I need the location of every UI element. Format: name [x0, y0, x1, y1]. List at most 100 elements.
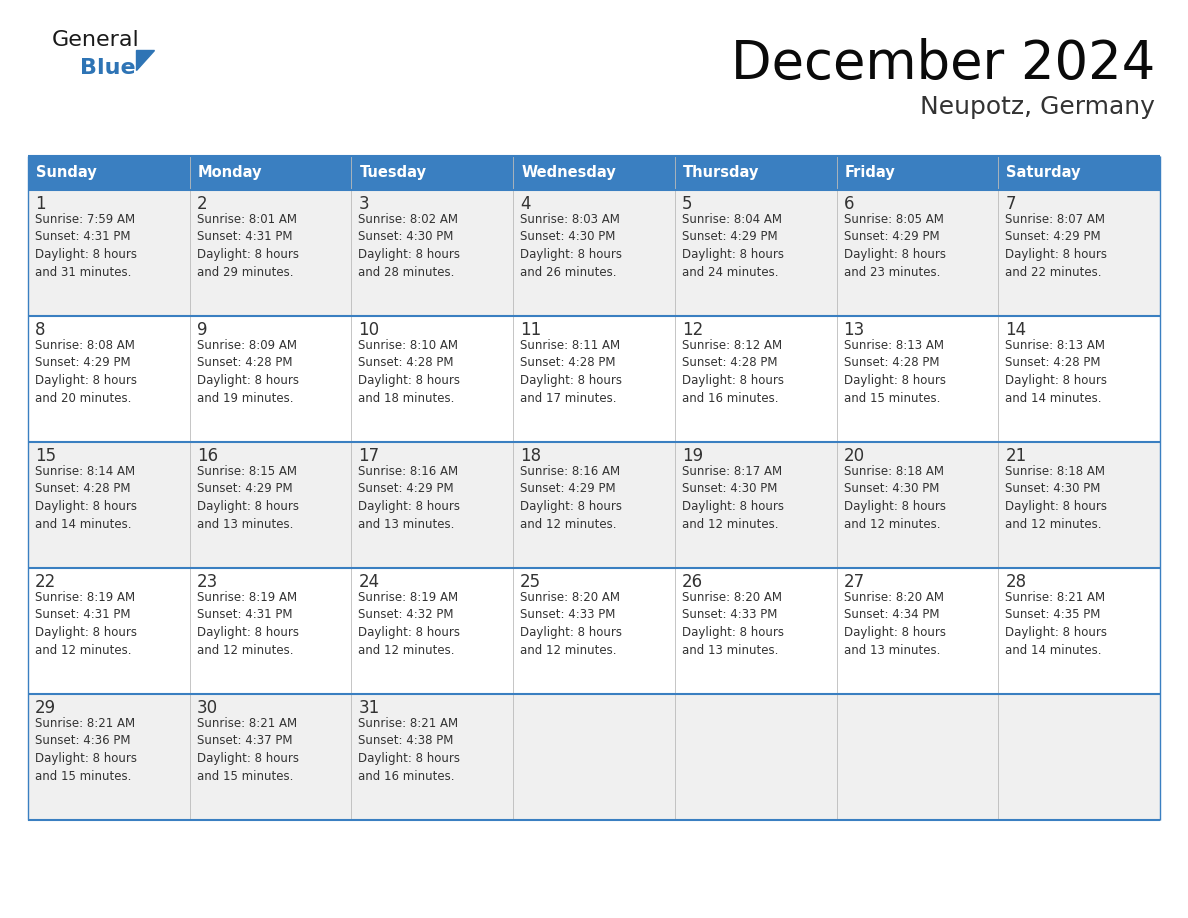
- Text: Sunrise: 8:19 AM
Sunset: 4:31 PM
Daylight: 8 hours
and 12 minutes.: Sunrise: 8:19 AM Sunset: 4:31 PM Dayligh…: [197, 591, 298, 656]
- Bar: [675, 316, 836, 442]
- Bar: [352, 568, 513, 694]
- Text: 20: 20: [843, 447, 865, 465]
- Bar: [513, 442, 675, 568]
- Text: Sunrise: 8:18 AM
Sunset: 4:30 PM
Daylight: 8 hours
and 12 minutes.: Sunrise: 8:18 AM Sunset: 4:30 PM Dayligh…: [843, 465, 946, 531]
- Text: 4: 4: [520, 195, 531, 213]
- Bar: [352, 316, 513, 442]
- Bar: [675, 190, 836, 316]
- Bar: [836, 316, 998, 442]
- Bar: [836, 568, 998, 694]
- Text: Sunrise: 8:14 AM
Sunset: 4:28 PM
Daylight: 8 hours
and 14 minutes.: Sunrise: 8:14 AM Sunset: 4:28 PM Dayligh…: [34, 465, 137, 531]
- Bar: [29, 442, 190, 568]
- Text: Sunrise: 8:17 AM
Sunset: 4:30 PM
Daylight: 8 hours
and 12 minutes.: Sunrise: 8:17 AM Sunset: 4:30 PM Dayligh…: [682, 465, 784, 531]
- Bar: [513, 568, 675, 694]
- Text: Sunrise: 8:07 AM
Sunset: 4:29 PM
Daylight: 8 hours
and 22 minutes.: Sunrise: 8:07 AM Sunset: 4:29 PM Dayligh…: [1005, 213, 1107, 278]
- Text: Sunrise: 8:16 AM
Sunset: 4:29 PM
Daylight: 8 hours
and 13 minutes.: Sunrise: 8:16 AM Sunset: 4:29 PM Dayligh…: [359, 465, 461, 531]
- Text: Sunrise: 8:13 AM
Sunset: 4:28 PM
Daylight: 8 hours
and 14 minutes.: Sunrise: 8:13 AM Sunset: 4:28 PM Dayligh…: [1005, 339, 1107, 405]
- Text: 6: 6: [843, 195, 854, 213]
- Bar: [998, 568, 1159, 694]
- Bar: [513, 694, 675, 820]
- Text: Sunrise: 8:20 AM
Sunset: 4:34 PM
Daylight: 8 hours
and 13 minutes.: Sunrise: 8:20 AM Sunset: 4:34 PM Dayligh…: [843, 591, 946, 656]
- Text: 30: 30: [197, 699, 217, 717]
- Text: Sunrise: 8:11 AM
Sunset: 4:28 PM
Daylight: 8 hours
and 17 minutes.: Sunrise: 8:11 AM Sunset: 4:28 PM Dayligh…: [520, 339, 623, 405]
- Text: 7: 7: [1005, 195, 1016, 213]
- Text: Sunrise: 8:08 AM
Sunset: 4:29 PM
Daylight: 8 hours
and 20 minutes.: Sunrise: 8:08 AM Sunset: 4:29 PM Dayligh…: [34, 339, 137, 405]
- Bar: [190, 568, 352, 694]
- Text: Sunrise: 8:21 AM
Sunset: 4:37 PM
Daylight: 8 hours
and 15 minutes.: Sunrise: 8:21 AM Sunset: 4:37 PM Dayligh…: [197, 717, 298, 782]
- Text: 29: 29: [34, 699, 56, 717]
- Bar: [513, 156, 675, 190]
- Bar: [998, 190, 1159, 316]
- Text: Sunrise: 8:13 AM
Sunset: 4:28 PM
Daylight: 8 hours
and 15 minutes.: Sunrise: 8:13 AM Sunset: 4:28 PM Dayligh…: [843, 339, 946, 405]
- Bar: [190, 156, 352, 190]
- Bar: [513, 316, 675, 442]
- Text: 28: 28: [1005, 573, 1026, 591]
- Text: Monday: Monday: [197, 165, 263, 181]
- Text: Sunrise: 8:01 AM
Sunset: 4:31 PM
Daylight: 8 hours
and 29 minutes.: Sunrise: 8:01 AM Sunset: 4:31 PM Dayligh…: [197, 213, 298, 278]
- Text: Blue: Blue: [80, 58, 135, 78]
- Text: Sunrise: 8:09 AM
Sunset: 4:28 PM
Daylight: 8 hours
and 19 minutes.: Sunrise: 8:09 AM Sunset: 4:28 PM Dayligh…: [197, 339, 298, 405]
- Text: 23: 23: [197, 573, 217, 591]
- Bar: [190, 442, 352, 568]
- Text: Sunrise: 8:20 AM
Sunset: 4:33 PM
Daylight: 8 hours
and 12 minutes.: Sunrise: 8:20 AM Sunset: 4:33 PM Dayligh…: [520, 591, 623, 656]
- Bar: [352, 442, 513, 568]
- Text: 19: 19: [682, 447, 703, 465]
- Bar: [675, 156, 836, 190]
- Text: Sunrise: 8:04 AM
Sunset: 4:29 PM
Daylight: 8 hours
and 24 minutes.: Sunrise: 8:04 AM Sunset: 4:29 PM Dayligh…: [682, 213, 784, 278]
- Text: Sunrise: 8:18 AM
Sunset: 4:30 PM
Daylight: 8 hours
and 12 minutes.: Sunrise: 8:18 AM Sunset: 4:30 PM Dayligh…: [1005, 465, 1107, 531]
- Text: Sunrise: 8:21 AM
Sunset: 4:35 PM
Daylight: 8 hours
and 14 minutes.: Sunrise: 8:21 AM Sunset: 4:35 PM Dayligh…: [1005, 591, 1107, 656]
- Bar: [352, 190, 513, 316]
- Text: 22: 22: [34, 573, 56, 591]
- Bar: [29, 568, 190, 694]
- Text: 12: 12: [682, 321, 703, 339]
- Bar: [352, 156, 513, 190]
- Text: 14: 14: [1005, 321, 1026, 339]
- Text: Sunrise: 8:19 AM
Sunset: 4:31 PM
Daylight: 8 hours
and 12 minutes.: Sunrise: 8:19 AM Sunset: 4:31 PM Dayligh…: [34, 591, 137, 656]
- Text: 2: 2: [197, 195, 208, 213]
- Text: Sunrise: 7:59 AM
Sunset: 4:31 PM
Daylight: 8 hours
and 31 minutes.: Sunrise: 7:59 AM Sunset: 4:31 PM Dayligh…: [34, 213, 137, 278]
- Bar: [352, 694, 513, 820]
- Text: Sunrise: 8:19 AM
Sunset: 4:32 PM
Daylight: 8 hours
and 12 minutes.: Sunrise: 8:19 AM Sunset: 4:32 PM Dayligh…: [359, 591, 461, 656]
- Text: 15: 15: [34, 447, 56, 465]
- Text: 31: 31: [359, 699, 380, 717]
- Text: 3: 3: [359, 195, 369, 213]
- Bar: [836, 694, 998, 820]
- Bar: [29, 156, 190, 190]
- Bar: [998, 316, 1159, 442]
- Text: 17: 17: [359, 447, 379, 465]
- Text: Sunrise: 8:05 AM
Sunset: 4:29 PM
Daylight: 8 hours
and 23 minutes.: Sunrise: 8:05 AM Sunset: 4:29 PM Dayligh…: [843, 213, 946, 278]
- Bar: [998, 442, 1159, 568]
- Text: 9: 9: [197, 321, 207, 339]
- Text: 27: 27: [843, 573, 865, 591]
- Text: 8: 8: [34, 321, 45, 339]
- Bar: [513, 190, 675, 316]
- Text: Sunday: Sunday: [36, 165, 96, 181]
- Text: General: General: [52, 30, 140, 50]
- Text: 1: 1: [34, 195, 45, 213]
- Text: 24: 24: [359, 573, 379, 591]
- Text: Wednesday: Wednesday: [522, 165, 615, 181]
- Text: Tuesday: Tuesday: [360, 165, 426, 181]
- Text: Thursday: Thursday: [683, 165, 759, 181]
- Bar: [190, 694, 352, 820]
- Bar: [836, 442, 998, 568]
- Text: 26: 26: [682, 573, 703, 591]
- Bar: [998, 694, 1159, 820]
- Bar: [675, 442, 836, 568]
- Bar: [675, 568, 836, 694]
- Text: Sunrise: 8:21 AM
Sunset: 4:38 PM
Daylight: 8 hours
and 16 minutes.: Sunrise: 8:21 AM Sunset: 4:38 PM Dayligh…: [359, 717, 461, 782]
- Bar: [29, 190, 190, 316]
- Text: Sunrise: 8:21 AM
Sunset: 4:36 PM
Daylight: 8 hours
and 15 minutes.: Sunrise: 8:21 AM Sunset: 4:36 PM Dayligh…: [34, 717, 137, 782]
- Bar: [836, 156, 998, 190]
- Text: Friday: Friday: [845, 165, 896, 181]
- Text: Sunrise: 8:20 AM
Sunset: 4:33 PM
Daylight: 8 hours
and 13 minutes.: Sunrise: 8:20 AM Sunset: 4:33 PM Dayligh…: [682, 591, 784, 656]
- Text: 13: 13: [843, 321, 865, 339]
- Text: Sunrise: 8:02 AM
Sunset: 4:30 PM
Daylight: 8 hours
and 28 minutes.: Sunrise: 8:02 AM Sunset: 4:30 PM Dayligh…: [359, 213, 461, 278]
- Text: Saturday: Saturday: [1006, 165, 1081, 181]
- Text: 16: 16: [197, 447, 217, 465]
- Text: 11: 11: [520, 321, 542, 339]
- Bar: [675, 694, 836, 820]
- Polygon shape: [135, 50, 154, 70]
- Bar: [190, 316, 352, 442]
- Text: Sunrise: 8:10 AM
Sunset: 4:28 PM
Daylight: 8 hours
and 18 minutes.: Sunrise: 8:10 AM Sunset: 4:28 PM Dayligh…: [359, 339, 461, 405]
